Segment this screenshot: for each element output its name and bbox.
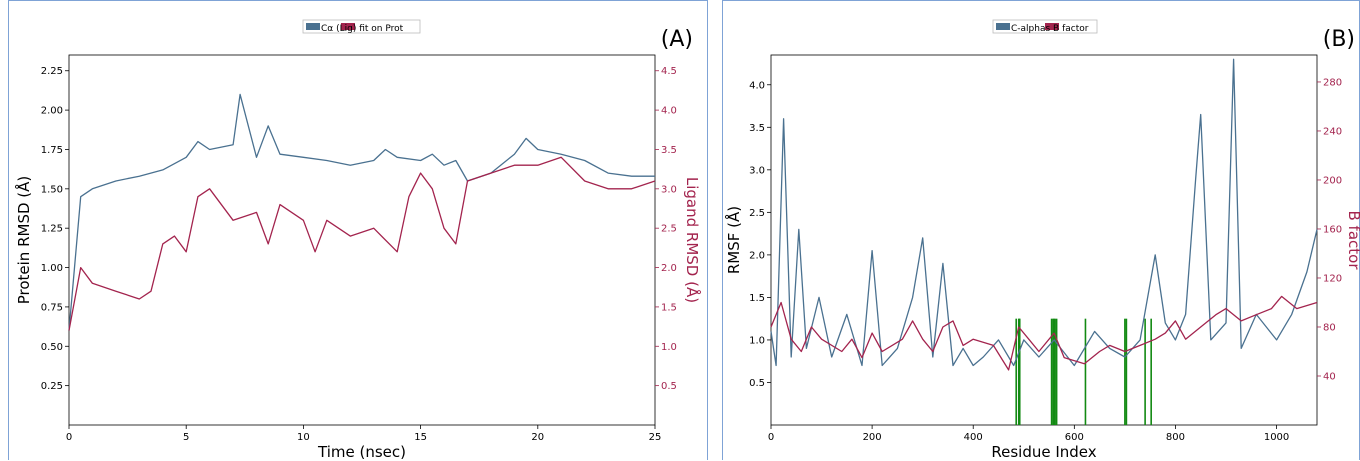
chart-a-ylabel-right: Ligand RMSD (Å) [683, 177, 702, 303]
chart-a-ytick-left-label: 1.25 [41, 224, 63, 235]
chart-b-ytick-right-label: 200 [1323, 175, 1342, 186]
chart-b-ytick-left-label: 1.5 [749, 293, 765, 304]
chart-a-xtick-label: 5 [183, 432, 189, 443]
chart-b-ylabel-left: RMSF (Å) [724, 206, 743, 274]
panel-b: C-alphas B factor (B) 0 200 400 600 800 1000 0.5… [722, 0, 1360, 461]
chart-b-xtick-label: 0 [768, 432, 774, 443]
chart-a-legend: Cα (Lig) fit on Prot [302, 19, 421, 34]
chart-a-series-1-line [68, 93, 655, 331]
chart-a-series-2-line [68, 156, 656, 331]
chart-b-xtick-label: 400 [964, 432, 983, 443]
chart-b-xtick-label: 800 [1166, 432, 1185, 443]
chart-a-ylabel-left: Protein RMSD (Å) [14, 176, 33, 305]
chart-a-legend-swatch-1 [306, 23, 320, 30]
panel-a: Cα (Lig) fit on Prot (A) 0 5 10 15 20 25 0.25 0.5… [8, 0, 708, 461]
chart-a-xtick-label: 20 [531, 432, 544, 443]
chart-b-ytick-left-label: 3.5 [749, 123, 765, 134]
chart-b-legend-swatch-2 [1045, 23, 1059, 30]
chart-b-ytick-left-label: 1.0 [749, 335, 765, 346]
chart-b-ytick-right-label: 40 [1323, 371, 1336, 382]
chart-b-series-2-line [770, 295, 1318, 371]
chart-a-legend-text: Cα (Lig) fit on Prot [321, 24, 404, 34]
chart-b-xlabel: Residue Index [991, 443, 1096, 461]
chart-b-xtick-label: 200 [863, 432, 882, 443]
chart-b-panel-label: (B) [1323, 27, 1355, 52]
chart-b-plot-frame [770, 54, 1318, 426]
chart-a-legend-swatch-2 [341, 23, 355, 30]
chart-a-ytick-left-label: 1.00 [41, 263, 63, 274]
chart-a-ytick-left-label: 1.50 [41, 184, 63, 195]
chart-a-ytick-right-label: 3.0 [661, 184, 677, 195]
chart-a-ytick-right-label: 1.0 [661, 342, 677, 353]
chart-a-xtick-label: 10 [297, 432, 310, 443]
chart-a-panel-label: (A) [661, 27, 693, 52]
chart-a-plot-frame [68, 54, 656, 426]
chart-a-ytick-left-label: 0.75 [41, 302, 63, 313]
chart-a-ytick-right-label: 3.5 [661, 145, 677, 156]
chart-b-ytick-right-label: 280 [1323, 77, 1342, 88]
chart-b-xtick-label: 600 [1065, 432, 1084, 443]
chart-a-ytick-right-label: 0.5 [661, 381, 677, 392]
chart-b-series-1-line [770, 58, 1318, 367]
chart-b-legend-text: C-alphas B factor [1011, 24, 1089, 34]
chart-b-ytick-right-label: 120 [1323, 273, 1342, 284]
chart-a-ytick-right-label: 2.5 [661, 224, 677, 235]
chart-b-ytick-left-label: 0.5 [749, 378, 765, 389]
chart-b-ytick-right-label: 80 [1323, 322, 1336, 333]
chart-b-legend: C-alphas B factor [992, 19, 1098, 34]
chart-a-xtick-label: 0 [66, 432, 72, 443]
chart-a-ytick-right-label: 4.5 [661, 66, 677, 77]
chart-a-ytick-right-label: 2.0 [661, 263, 677, 274]
chart-a-xtick-label: 25 [649, 432, 662, 443]
chart-a-ytick-left-label: 0.50 [41, 342, 63, 353]
chart-b-ytick-right-label: 240 [1323, 126, 1342, 137]
chart-a-ytick-left-label: 0.25 [41, 381, 63, 392]
chart-b-ytick-right-label: 160 [1323, 224, 1342, 235]
chart-b-ylabel-right: B factor [1345, 210, 1360, 270]
chart-a-legend-box [302, 19, 421, 34]
chart-a-svg: Cα (Lig) fit on Prot (A) 0 5 10 15 20 25 0.25 0.5… [14, 19, 702, 461]
chart-a-xlabel: Time (nsec) [317, 443, 406, 461]
chart-a-ytick-left-label: 2.00 [41, 106, 63, 117]
chart-a-ytick-left-label: 2.25 [41, 66, 63, 77]
chart-b-ytick-left-label: 4.0 [749, 80, 765, 91]
chart-a-ytick-right-label: 1.5 [661, 302, 677, 313]
chart-b-svg: C-alphas B factor (B) 0 200 400 600 800 1000 0.5… [724, 19, 1360, 461]
chart-b-ytick-left-label: 2.5 [749, 208, 765, 219]
chart-b-ytick-left-label: 3.0 [749, 165, 765, 176]
chart-a-ytick-right-label: 4.0 [661, 106, 677, 117]
chart-a-ytick-left-label: 1.75 [41, 145, 63, 156]
chart-b-xtick-label: 1000 [1264, 432, 1289, 443]
chart-b-ytick-left-label: 2.0 [749, 250, 765, 261]
chart-a-xtick-label: 15 [414, 432, 427, 443]
chart-b-legend-swatch-1 [996, 23, 1010, 30]
